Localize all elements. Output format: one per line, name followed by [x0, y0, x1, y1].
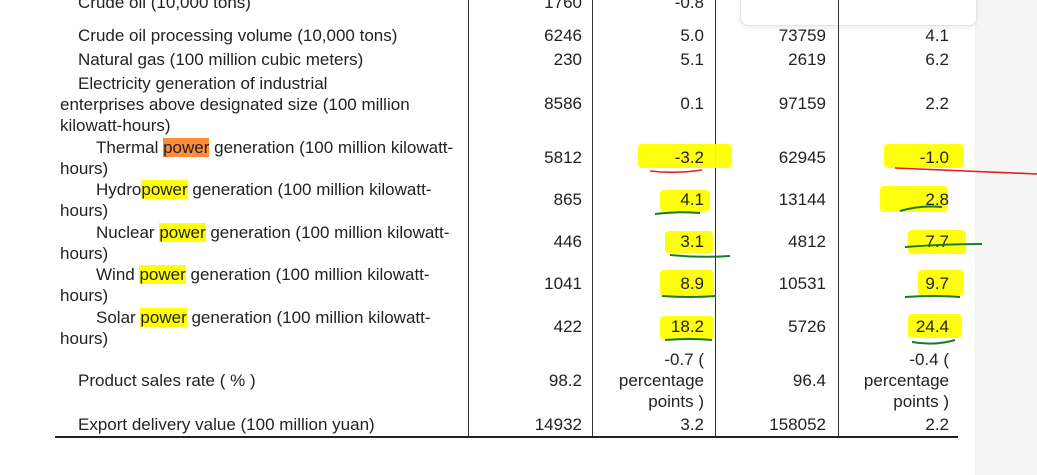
row-value: 5812 [544, 148, 582, 167]
row-value: 230 [553, 50, 582, 69]
search-match: power [140, 308, 187, 327]
highlighter-mark [918, 270, 964, 296]
row-label: Natural gas (100 million cubic meters) [78, 50, 364, 69]
row-value: 8.9 [680, 274, 704, 293]
column-divider [715, 0, 716, 437]
row-value: 96.4 [792, 371, 826, 390]
row-label: Crude oil processing volume (10,000 tons… [78, 26, 398, 45]
search-match: power [141, 180, 188, 199]
column-divider [838, 0, 839, 437]
table-bottom-rule [55, 436, 958, 438]
highlighter-mark [665, 231, 713, 253]
row-value: 865 [553, 190, 582, 209]
row-label: Solar power generation (100 million kilo… [60, 308, 431, 348]
row-value: -0.8 [674, 0, 704, 12]
row-value: 2.2 [925, 94, 949, 113]
highlighter-mark [660, 316, 714, 340]
row-value: 98.2 [548, 371, 582, 390]
highlighter-mark [884, 144, 964, 168]
row-value: 1760 [544, 0, 582, 12]
row-value: 2619 [788, 50, 826, 69]
row-label: Thermal power generation (100 million ki… [60, 138, 454, 178]
row-label: Nuclear power generation (100 million ki… [60, 223, 450, 263]
row-value: 1041 [544, 274, 582, 293]
row-value: 7.7 [925, 232, 949, 251]
row-label: Wind power generation (100 million kilow… [60, 265, 430, 305]
row-value: 158052 [769, 415, 826, 434]
row-label: Crude oil (10,000 tons) [78, 0, 251, 12]
search-match: power [159, 223, 206, 242]
row-value: 446 [553, 232, 582, 251]
row-label: Hydropower generation (100 million kilow… [60, 180, 432, 220]
highlighter-mark [660, 270, 714, 296]
row-value: 5.1 [680, 50, 704, 69]
row-value: 4812 [788, 232, 826, 251]
row-value: 2.8 [925, 190, 949, 209]
row-label: Product sales rate ( % ) [78, 371, 256, 390]
row-value: 422 [553, 317, 582, 336]
row-value: 13144 [778, 190, 826, 209]
row-value: 3.1 [680, 232, 704, 251]
row-value: 97159 [778, 94, 826, 113]
search-match-active: power [163, 138, 210, 157]
highlighter-mark [660, 190, 710, 212]
column-divider [468, 0, 469, 437]
window-margin [975, 0, 1037, 475]
row-value: 9.7 [925, 274, 949, 293]
row-value: 6246 [544, 26, 582, 45]
floating-panel [740, 0, 977, 26]
row-value: 73759 [778, 26, 826, 45]
row-label: Electricity generation of industrial ent… [60, 74, 410, 135]
row-value: 2.2 [925, 415, 949, 434]
search-match: power [139, 265, 186, 284]
row-value: 0.1 [680, 94, 704, 113]
row-value: -1.0 [919, 148, 949, 167]
highlighter-mark [638, 144, 732, 168]
row-value: -0.7 ( percentage points ) [618, 350, 704, 411]
row-value: 14932 [534, 415, 582, 434]
row-value: 10531 [778, 274, 826, 293]
row-value: 4.1 [680, 190, 704, 209]
highlighter-mark [908, 230, 966, 254]
row-value: 4.1 [925, 26, 949, 45]
row-value: 3.2 [680, 415, 704, 434]
row-value: -0.4 ( percentage points ) [863, 350, 949, 411]
row-value: -3.2 [674, 148, 704, 167]
column-divider [592, 0, 593, 437]
row-value: 62945 [778, 148, 826, 167]
row-label: Export delivery value (100 million yuan) [78, 415, 375, 434]
row-value: 5.0 [680, 26, 704, 45]
highlighter-mark [908, 314, 962, 338]
row-value: 8586 [544, 94, 582, 113]
row-value: 6.2 [925, 50, 949, 69]
row-value: 5726 [788, 317, 826, 336]
row-value: 18.2 [670, 317, 704, 336]
row-value: 24.4 [915, 317, 949, 336]
